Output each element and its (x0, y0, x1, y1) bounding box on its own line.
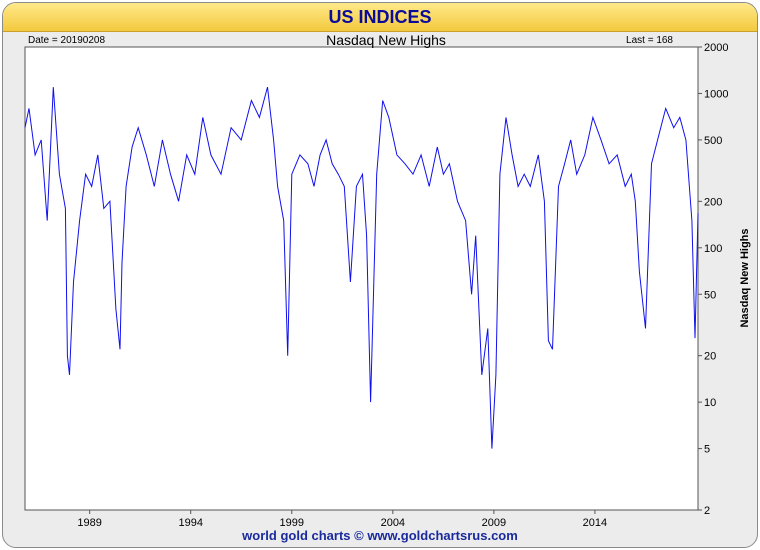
banner-title: US INDICES (328, 7, 432, 27)
y-tick-label: 2000 (704, 42, 728, 54)
x-tick-label: 2004 (381, 517, 405, 529)
chart-title: Nasdaq New Highs (326, 32, 446, 48)
x-tick-label: 2009 (482, 517, 506, 529)
x-tick-label: 2014 (583, 517, 607, 529)
x-axis: 1989 1994 1999 2004 2009 2014 (77, 510, 607, 529)
plot-area (24, 46, 699, 511)
series-line (24, 86, 699, 449)
y-tick-label: 100 (704, 243, 722, 255)
x-tick-label: 1989 (77, 517, 101, 529)
y-tick-label: 5 (704, 444, 710, 456)
y-tick-label: 50 (704, 289, 716, 301)
last-label: Last = 168 (626, 35, 673, 46)
date-label: Date = 20190208 (28, 35, 105, 46)
y-tick-label: 1000 (704, 88, 728, 100)
footer-credit: world gold charts © www.goldchartsrus.co… (242, 528, 518, 543)
y-tick-label: 2 (704, 505, 710, 517)
y-tick-label: 10 (704, 397, 716, 409)
title-banner: US INDICES (3, 3, 757, 32)
x-tick-label: 1994 (178, 517, 202, 529)
y-axis: 2 5 10 20 50 100 200 500 1000 2000 (698, 42, 728, 517)
y-axis-label: Nasdaq New Highs (739, 228, 751, 327)
y-tick-label: 20 (704, 351, 716, 363)
y-tick-label: 500 (704, 135, 722, 147)
x-tick-label: 1999 (280, 517, 304, 529)
y-tick-label: 200 (704, 196, 722, 208)
